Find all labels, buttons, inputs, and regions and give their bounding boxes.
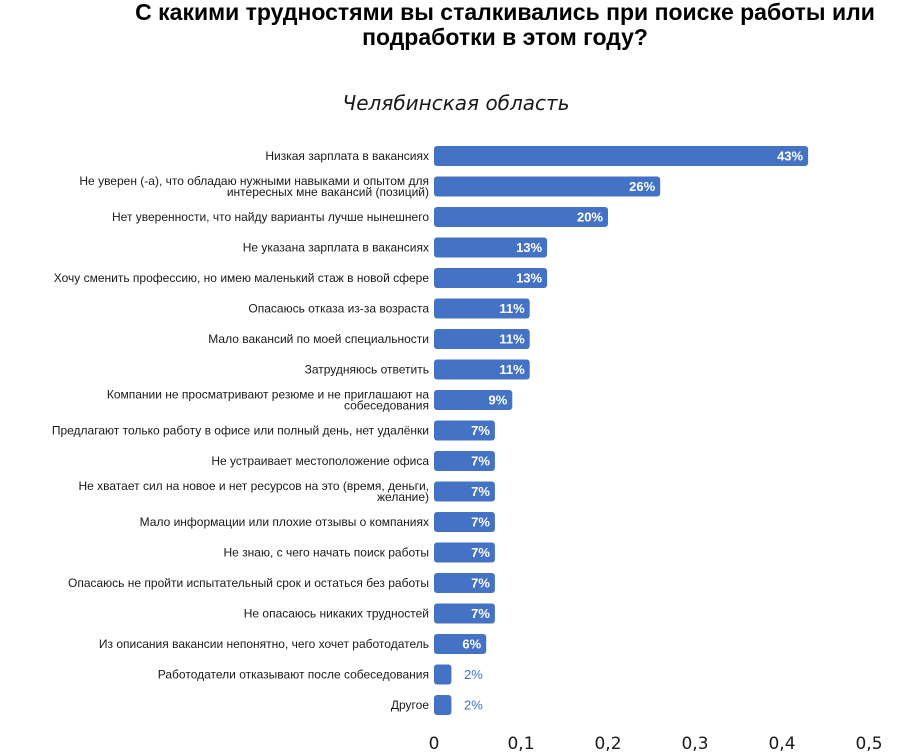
value-label-18: 2% bbox=[464, 667, 483, 682]
value-label-7: 11% bbox=[499, 332, 525, 347]
category-labels-group: Низкая зарплата в вакансиях Не уверен (-а… bbox=[52, 149, 429, 712]
value-label-19: 2% bbox=[464, 698, 483, 713]
bars-group bbox=[434, 146, 809, 715]
category-label-17: Из описания вакансии непонятно, чего хоч… bbox=[99, 637, 429, 651]
category-label-4: Не указана зарплата в вакансиях bbox=[243, 241, 429, 255]
bar-9 bbox=[434, 390, 513, 410]
x-axis-ticks-group: 0 0,1 0,2 0,3 0,4 0,5 bbox=[429, 734, 883, 754]
bar-18 bbox=[434, 664, 452, 685]
category-label-5: Хочу сменить профессию, но имею маленьки… bbox=[54, 271, 430, 285]
value-label-8: 11% bbox=[499, 362, 525, 377]
category-label-11: Не устраивает местоположение офиса bbox=[211, 454, 429, 468]
value-label-4: 13% bbox=[516, 240, 542, 255]
bar-13 bbox=[434, 512, 495, 532]
bar-3 bbox=[434, 207, 608, 227]
category-label-12: Не хватает сил на новое и нет ресурсов н… bbox=[78, 479, 429, 504]
category-label-18: Работодатели отказывают после собеседова… bbox=[158, 668, 429, 682]
bar-8 bbox=[434, 359, 530, 380]
bar-5 bbox=[434, 268, 548, 288]
value-label-17: 6% bbox=[462, 637, 481, 652]
value-label-1: 43% bbox=[777, 149, 803, 164]
value-label-2: 26% bbox=[629, 179, 655, 194]
value-label-5: 13% bbox=[516, 271, 542, 286]
bar-10 bbox=[434, 420, 495, 441]
category-label-19: Другое bbox=[391, 698, 429, 712]
bar-6 bbox=[434, 298, 530, 319]
bar-7 bbox=[434, 329, 530, 349]
chart-title-line-2: подработки в этом году? bbox=[362, 24, 648, 50]
x-tick-label-3: 0,2 bbox=[594, 734, 621, 754]
bar-19 bbox=[434, 695, 452, 715]
bar-1 bbox=[434, 146, 809, 166]
value-labels-group: 43% 26% 20% 13% 13% 11% 11% 11% 9% 7% 7% 7% 7% 7% 7% 7%… bbox=[462, 149, 803, 713]
value-label-9: 9% bbox=[489, 393, 508, 408]
category-label-3: Нет уверенности, что найду варианты лучш… bbox=[112, 210, 429, 224]
category-label-1: Низкая зарплата в вакансиях bbox=[265, 149, 429, 163]
value-label-11: 7% bbox=[471, 454, 490, 469]
category-label-13: Мало информации или плохие отзывы о комп… bbox=[140, 515, 429, 529]
category-label-7: Мало вакансий по моей специальности bbox=[208, 332, 429, 346]
chart-title-line-1: С какими трудностями вы сталкивались при… bbox=[135, 0, 875, 25]
category-label-15: Опасаюсь не пройти испытательный срок и … bbox=[68, 576, 429, 590]
bar-4 bbox=[434, 237, 548, 258]
category-label-2: Не уверен (-а), что обладаю нужными навы… bbox=[79, 174, 429, 199]
value-label-14: 7% bbox=[471, 545, 490, 560]
chart-subtitle: Челябинская область bbox=[342, 91, 570, 115]
x-tick-label-6: 0,5 bbox=[855, 734, 882, 754]
x-tick-label-5: 0,4 bbox=[768, 734, 795, 754]
bar-14 bbox=[434, 542, 495, 563]
bar-11 bbox=[434, 451, 495, 471]
bar-16 bbox=[434, 603, 495, 624]
value-label-13: 7% bbox=[471, 515, 490, 530]
value-label-16: 7% bbox=[471, 606, 490, 621]
chart-title: С какими трудностями вы сталкивались при… bbox=[0, 0, 902, 50]
x-tick-label-4: 0,3 bbox=[681, 734, 708, 754]
category-label-16: Не опасаюсь никаких трудностей bbox=[244, 607, 429, 621]
value-label-10: 7% bbox=[471, 423, 490, 438]
bar-2 bbox=[434, 176, 661, 197]
category-label-6: Опасаюсь отказа из-за возраста bbox=[248, 302, 429, 316]
bar-17 bbox=[434, 634, 487, 654]
value-label-3: 20% bbox=[577, 210, 603, 225]
bar-12 bbox=[434, 481, 495, 502]
x-tick-label-2: 0,1 bbox=[507, 734, 534, 754]
value-label-15: 7% bbox=[471, 576, 490, 591]
value-label-6: 11% bbox=[499, 301, 525, 316]
category-label-10: Предлагают только работу в офисе или пол… bbox=[52, 424, 429, 438]
x-tick-label-1: 0 bbox=[429, 734, 440, 754]
bar-15 bbox=[434, 573, 495, 593]
value-label-12: 7% bbox=[471, 484, 490, 499]
category-label-9: Компании не просматривают резюме и не пр… bbox=[107, 388, 429, 413]
category-label-8: Затрудняюсь ответить bbox=[305, 363, 429, 377]
category-label-14: Не знаю, с чего начать поиск работы bbox=[223, 546, 429, 560]
